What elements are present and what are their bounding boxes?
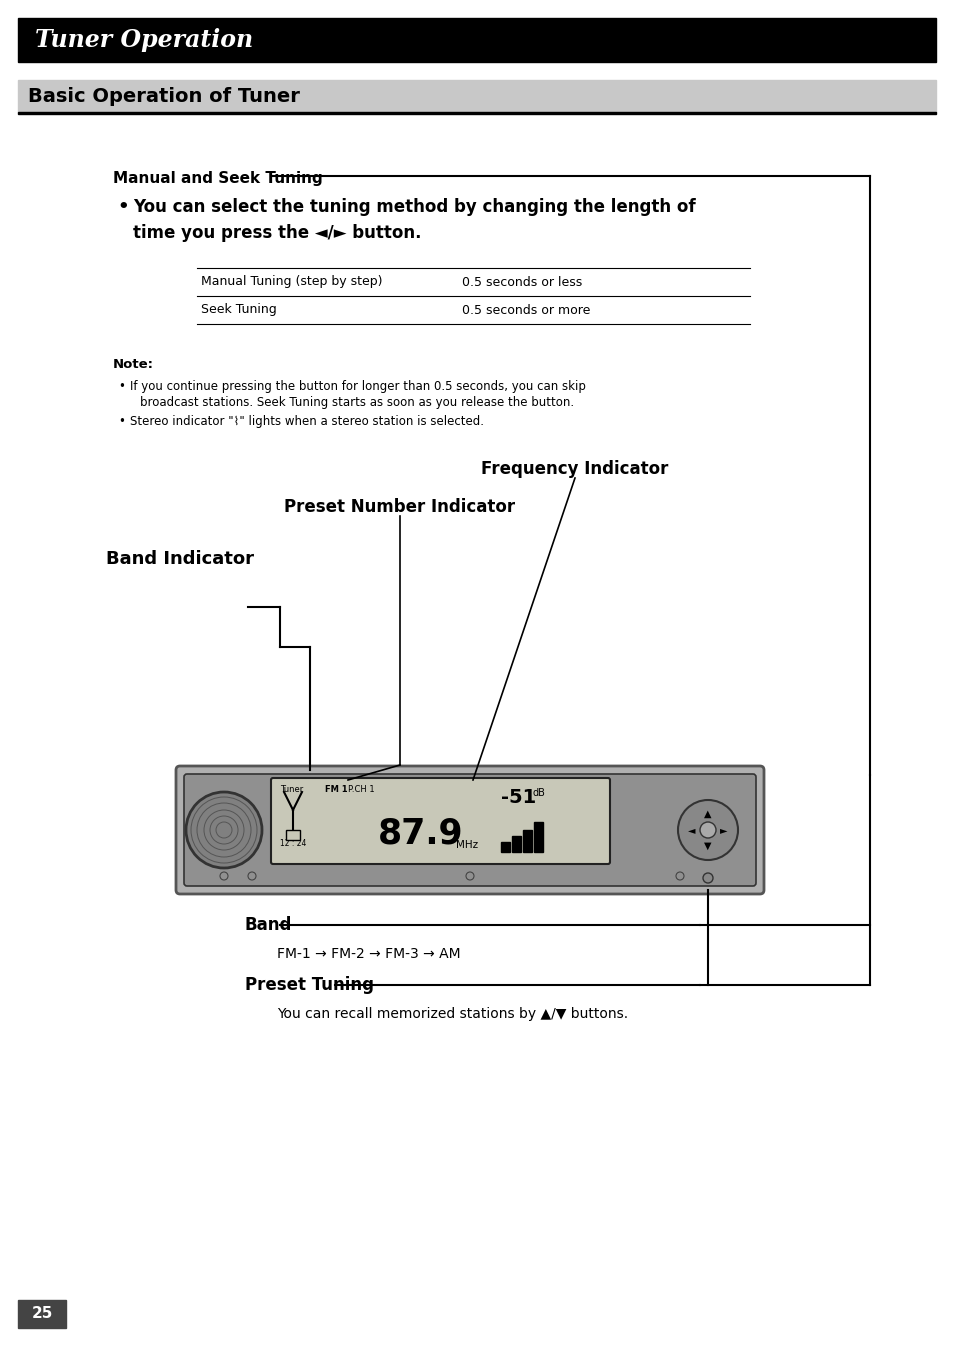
Text: -51: -51 [500, 789, 536, 808]
Text: Basic Operation of Tuner: Basic Operation of Tuner [28, 87, 299, 106]
Text: ▼: ▼ [703, 841, 711, 851]
Text: ◄: ◄ [687, 825, 695, 835]
Bar [18, 112, 935, 114]
Circle shape [700, 822, 716, 837]
Text: MHz: MHz [456, 840, 477, 850]
Text: Manual Tuning (step by step): Manual Tuning (step by step) [201, 275, 382, 289]
Bar [512, 836, 520, 852]
Text: FM 1: FM 1 [325, 785, 347, 794]
Text: Stereo indicator "⌇" lights when a stereo station is selected.: Stereo indicator "⌇" lights when a stere… [130, 415, 483, 428]
Text: FM-1 → FM-2 → FM-3 → AM: FM-1 → FM-2 → FM-3 → AM [276, 947, 460, 961]
Text: 0.5 seconds or less: 0.5 seconds or less [461, 275, 581, 289]
Text: P.CH 1: P.CH 1 [348, 785, 375, 794]
Bar [286, 831, 299, 840]
Circle shape [702, 873, 712, 883]
Text: Frequency Indicator: Frequency Indicator [481, 459, 668, 478]
Circle shape [186, 793, 262, 869]
Text: 87.9: 87.9 [377, 816, 463, 850]
Text: Preset Tuning: Preset Tuning [245, 976, 374, 995]
FancyBboxPatch shape [271, 778, 609, 864]
Circle shape [220, 873, 228, 879]
Bar [522, 831, 532, 852]
Text: dB: dB [533, 789, 545, 798]
Bar [534, 822, 542, 852]
Text: •: • [118, 415, 125, 428]
Text: Preset Number Indicator: Preset Number Indicator [284, 499, 515, 516]
Circle shape [465, 873, 474, 879]
Circle shape [248, 873, 255, 879]
Bar [18, 80, 935, 112]
Circle shape [676, 873, 683, 879]
Text: time you press the ◄/► button.: time you press the ◄/► button. [132, 224, 421, 243]
Text: 12 : 24: 12 : 24 [280, 839, 306, 848]
Text: Manual and Seek Tuning: Manual and Seek Tuning [112, 171, 322, 186]
Text: ►: ► [720, 825, 727, 835]
Text: broadcast stations. Seek Tuning starts as soon as you release the button.: broadcast stations. Seek Tuning starts a… [140, 396, 574, 409]
Text: Note:: Note: [112, 358, 153, 371]
Text: •: • [118, 379, 125, 393]
FancyBboxPatch shape [175, 766, 763, 894]
Text: 0.5 seconds or more: 0.5 seconds or more [461, 304, 590, 317]
Text: Tuner Operation: Tuner Operation [35, 28, 253, 51]
Bar [18, 1299, 66, 1328]
Text: 25: 25 [31, 1306, 52, 1321]
Text: •: • [117, 198, 129, 215]
Text: If you continue pressing the button for longer than 0.5 seconds, you can skip: If you continue pressing the button for … [130, 379, 585, 393]
Text: Tuner: Tuner [280, 785, 303, 794]
Text: ▲: ▲ [703, 809, 711, 818]
Text: Seek Tuning: Seek Tuning [201, 304, 276, 317]
Text: You can recall memorized stations by ▲/▼ buttons.: You can recall memorized stations by ▲/▼… [276, 1007, 627, 1022]
Text: You can select the tuning method by changing the length of: You can select the tuning method by chan… [132, 198, 695, 215]
Circle shape [678, 799, 738, 860]
Bar [500, 841, 510, 852]
Text: Band: Band [245, 916, 292, 934]
Text: Band Indicator: Band Indicator [106, 550, 253, 568]
FancyBboxPatch shape [184, 774, 755, 886]
Bar [18, 18, 935, 62]
